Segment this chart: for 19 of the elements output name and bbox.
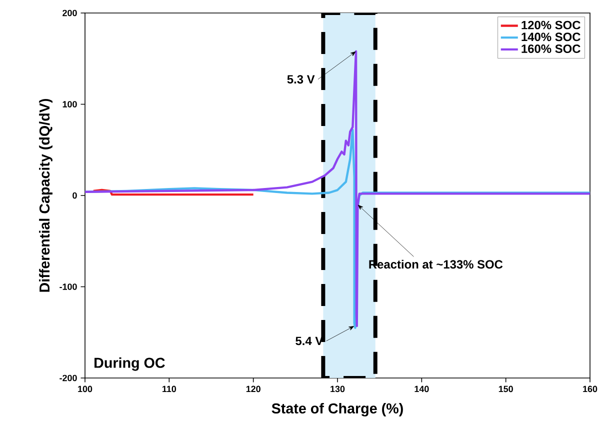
annotation: 5.3 V [287, 75, 315, 84]
x-tick-label: 130 [330, 386, 345, 392]
x-tick-label: 150 [498, 386, 513, 392]
annotation: During OC [94, 357, 165, 371]
x-tick-label: 120 [246, 386, 260, 392]
x-tick-label: 160 [583, 386, 598, 392]
x-tick-label: 110 [162, 386, 176, 392]
y-tick-label: 100 [62, 101, 77, 108]
legend-label: 140% SOC [522, 32, 580, 42]
x-tick-label: 140 [414, 386, 429, 392]
y-tick-label: -200 [60, 374, 77, 382]
x-tick-label: 100 [78, 386, 92, 392]
legend-label: 120% SOC [522, 20, 580, 30]
y-tick-label: 0 [72, 192, 77, 199]
legend-label: 160% SOC [522, 44, 580, 53]
y-tick-label: -100 [60, 284, 77, 290]
y-tick-label: 200 [62, 10, 77, 16]
x-axis-title: State of Charge (%) [272, 402, 403, 416]
y-axis-title: Differential Capacity (dQ/dV) [39, 98, 52, 292]
